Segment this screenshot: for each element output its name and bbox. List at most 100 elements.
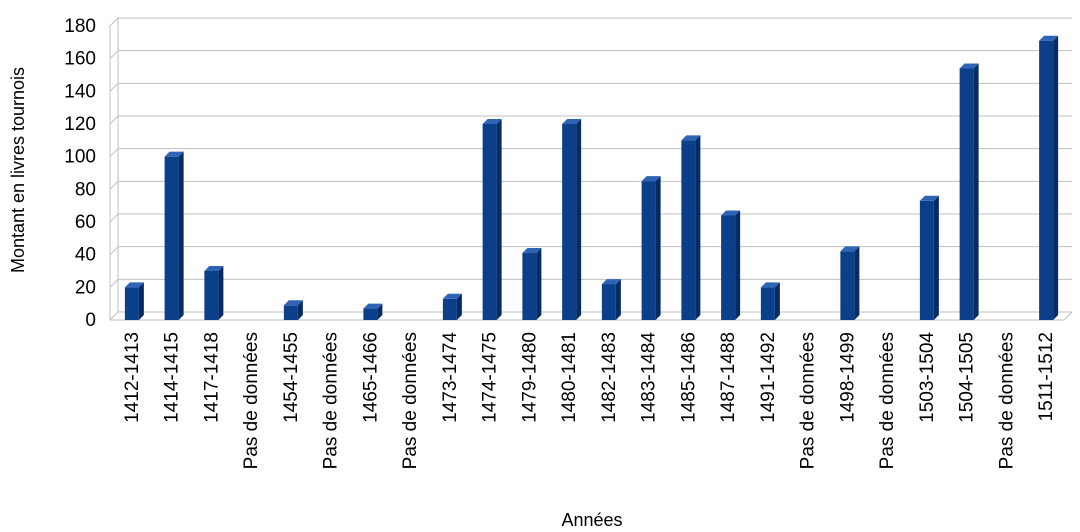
bar-top (641, 176, 661, 182)
x-tick-label: Pas de données (798, 332, 819, 469)
bar-side (655, 176, 661, 320)
bar (283, 300, 303, 320)
x-tick-label: Pas de données (996, 332, 1017, 469)
x-tick-label: 1417-1418 (201, 332, 222, 423)
bar (482, 119, 502, 320)
y-tick-label: 160 (64, 49, 96, 70)
bar-side (615, 279, 621, 320)
gridline-side (109, 213, 119, 223)
bar-top (522, 248, 542, 254)
bar-side (377, 303, 383, 320)
bar-front (601, 284, 616, 320)
x-tick-label: 1504-1505 (957, 332, 978, 423)
bar-side (456, 293, 462, 320)
x-tick-label: 1485-1486 (678, 332, 699, 423)
bar-side (695, 135, 701, 320)
bar (919, 195, 939, 320)
bar-side (218, 266, 224, 320)
x-tick-label: 1482-1483 (599, 332, 620, 423)
x-tick-label: 1503-1504 (917, 332, 938, 423)
y-tick-label: 180 (64, 16, 96, 37)
y-axis-ticks: 0 20 40 60 80 100 120 140 160 180 (64, 16, 96, 331)
x-tick-label: 1474-1475 (480, 332, 501, 423)
bar-top (681, 135, 701, 141)
bar-side (973, 63, 979, 320)
gridline-side (109, 180, 119, 190)
bar-top (562, 119, 582, 124)
x-tick-label: 1479-1480 (519, 332, 540, 423)
gridline-side (109, 82, 119, 92)
bar-top (204, 266, 224, 271)
y-tick-label: 80 (75, 179, 96, 200)
bar-top (283, 300, 303, 306)
gridline-side (109, 148, 119, 158)
y-axis-title: Montant en livres tournois (8, 67, 28, 273)
bar (1039, 35, 1059, 320)
bar-side (297, 300, 303, 320)
x-axis-ticks: 1412-1413 1414-1415 1417-1418 Pas de donnée… (122, 332, 1057, 470)
bar-side (774, 282, 780, 320)
bar (124, 282, 144, 320)
floor-side-edge (1063, 311, 1073, 321)
bar-top (164, 151, 184, 157)
bars (124, 35, 1059, 320)
bar-top (482, 119, 502, 124)
bar (721, 210, 741, 320)
y-tick-label: 20 (75, 277, 96, 298)
bar (959, 63, 979, 320)
bar-front (641, 181, 656, 320)
x-tick-label: 1473-1474 (440, 332, 461, 423)
gridline-side (109, 17, 119, 27)
y-tick-label: 100 (64, 147, 96, 168)
bar-side (576, 119, 582, 320)
bar (840, 246, 860, 320)
gridline-side (109, 311, 119, 321)
x-tick-label: 1491-1492 (758, 332, 779, 423)
bar (601, 279, 621, 320)
bar-side (933, 195, 939, 320)
gridline-side (109, 115, 119, 125)
x-axis-title: Années (561, 510, 622, 530)
x-tick-label: Pas de données (241, 332, 262, 469)
x-tick-label: Pas de données (877, 332, 898, 469)
bar-side (496, 119, 502, 320)
bar-front (363, 308, 378, 320)
bar-top (760, 282, 780, 288)
bar (522, 248, 542, 320)
bar (204, 266, 224, 320)
x-tick-label: 1412-1413 (122, 332, 143, 423)
bar (363, 303, 383, 320)
bar (641, 176, 661, 320)
bar-front (124, 287, 139, 320)
bar-top (1039, 35, 1059, 41)
x-tick-label: 1483-1484 (639, 332, 660, 423)
bar-front (840, 251, 855, 320)
bar-front (959, 68, 974, 320)
y-tick-label: 0 (85, 310, 96, 331)
bar-top (721, 210, 741, 216)
y-tick-label: 60 (75, 212, 96, 233)
bar (562, 119, 582, 320)
bar-top (363, 303, 383, 309)
y-tick-label: 40 (75, 245, 96, 266)
x-tick-label: Pas de données (400, 332, 421, 469)
bar-top (840, 246, 860, 252)
bar-front (442, 298, 457, 320)
bar-front (164, 156, 179, 320)
bar-top (601, 279, 621, 285)
x-tick-label: 1487-1488 (718, 332, 739, 423)
bar-front (919, 200, 934, 320)
bar (164, 151, 184, 320)
bar-side (854, 246, 860, 320)
bar-front (204, 271, 219, 320)
gridline-side (109, 50, 119, 60)
bar-side (1053, 35, 1059, 320)
bar (442, 293, 462, 320)
bar-front (681, 140, 696, 320)
y-tick-label: 140 (64, 81, 96, 102)
x-tick-label: 1414-1415 (162, 332, 183, 423)
grid-lines (109, 17, 1073, 321)
bar-top (442, 293, 462, 299)
x-tick-label: 1454-1455 (281, 332, 302, 423)
bar-top (959, 63, 979, 69)
